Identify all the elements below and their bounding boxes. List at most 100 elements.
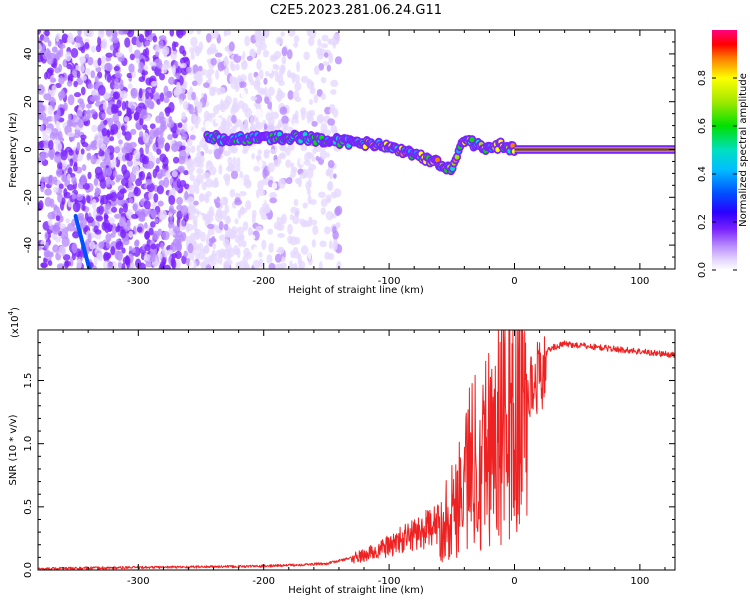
noise-speckle [235, 261, 242, 269]
noise-speckle [157, 137, 165, 149]
noise-speckle [109, 200, 117, 206]
noise-speckle [86, 103, 92, 109]
noise-speckle [126, 107, 132, 118]
noise-speckle [309, 99, 314, 105]
noise-speckle [113, 65, 120, 72]
noise-speckle [180, 62, 187, 69]
noise-speckle [66, 173, 71, 181]
noise-speckle [164, 90, 173, 98]
snr-scale-label: (x104) [7, 307, 21, 338]
noise-speckle [157, 172, 164, 179]
colorbar-ticks: 0.0 0.2 0.4 0.6 0.8 [697, 70, 737, 278]
noise-speckle [42, 52, 50, 60]
noise-speckle [110, 160, 115, 169]
noise-speckle [145, 179, 153, 185]
noise-speckle [48, 148, 54, 158]
noise-speckle [312, 147, 317, 155]
noise-speckle [55, 120, 61, 128]
noise-speckle [71, 242, 78, 254]
noise-speckle [253, 165, 261, 172]
noise-speckle [206, 160, 213, 167]
noise-speckle [308, 36, 315, 46]
noise-speckle [240, 207, 248, 214]
noise-speckle [112, 113, 119, 123]
noise-speckle [71, 193, 77, 200]
noise-speckle [179, 93, 187, 100]
noise-speckle [275, 64, 280, 71]
noise-speckle [90, 70, 96, 79]
noise-speckle [254, 32, 260, 42]
noise-speckle [234, 192, 241, 199]
noise-speckle [133, 112, 140, 121]
noise-speckle [205, 191, 212, 198]
noise-speckle [264, 70, 270, 77]
noise-speckle [38, 202, 43, 211]
noise-speckle [73, 132, 81, 139]
snr-x-tick-label: -200 [252, 576, 275, 587]
noise-speckle [181, 111, 187, 120]
spectrogram-x-tick-label: -200 [252, 276, 275, 287]
noise-speckle [190, 36, 198, 47]
noise-speckle [155, 157, 161, 165]
noise-speckle [316, 115, 324, 124]
noise-speckle [228, 228, 235, 236]
noise-speckle [52, 228, 61, 235]
noise-speckle [327, 160, 335, 169]
noise-speckle [181, 255, 187, 265]
spectrogram-y-ticks: -40 -20 0 20 40 [23, 29, 675, 270]
noise-speckle [211, 180, 220, 188]
noise-speckle [212, 242, 216, 250]
snr-scale-exponent: 4 [7, 310, 15, 315]
noise-speckle [250, 115, 254, 127]
noise-speckle [132, 203, 138, 212]
noise-speckle [205, 178, 214, 188]
noise-speckle [307, 249, 312, 261]
carrier-core [514, 148, 675, 151]
noise-speckle [44, 30, 50, 37]
noise-speckle [83, 30, 88, 37]
noise-speckle [67, 131, 75, 138]
noise-speckle [87, 152, 92, 159]
noise-speckle [66, 119, 73, 127]
noise-speckle [76, 70, 81, 79]
noise-speckle [185, 66, 192, 74]
noise-speckle [310, 219, 318, 226]
noise-speckle [86, 216, 94, 224]
noise-speckle [121, 100, 126, 111]
noise-speckle [276, 122, 283, 129]
noise-speckle [311, 120, 318, 127]
noise-speckle [234, 218, 239, 225]
noise-speckle [183, 81, 188, 89]
noise-speckle [155, 51, 160, 57]
noise-speckle [274, 74, 280, 83]
noise-speckle [306, 79, 313, 90]
noise-speckle [49, 198, 55, 208]
noise-speckle [193, 178, 201, 188]
spectrogram-x-tick-label: 100 [630, 276, 649, 287]
noise-speckle [293, 237, 301, 245]
noise-speckle [128, 63, 135, 73]
noise-speckle [121, 263, 126, 269]
noise-speckle [267, 121, 275, 132]
noise-speckle [121, 130, 127, 136]
noise-speckle [110, 232, 116, 238]
noise-speckle [261, 239, 267, 250]
noise-speckle [90, 45, 96, 53]
noise-speckle [76, 141, 81, 152]
noise-speckle [180, 57, 186, 65]
noise-speckle [283, 146, 288, 153]
noise-speckle [159, 213, 166, 220]
noise-speckle [119, 90, 128, 99]
noise-speckle [214, 148, 222, 160]
noise-speckle [106, 74, 112, 83]
noise-speckle [289, 214, 294, 221]
noise-speckle [190, 145, 196, 153]
noise-speckle [91, 124, 98, 133]
noise-speckle [98, 131, 103, 141]
noise-speckle [232, 97, 238, 107]
noise-speckle [285, 177, 293, 185]
noise-speckle [300, 144, 308, 152]
noise-speckle [51, 210, 56, 220]
noise-speckle [256, 59, 262, 70]
snr-y-label: SNR (10 * v/v) [8, 414, 19, 485]
